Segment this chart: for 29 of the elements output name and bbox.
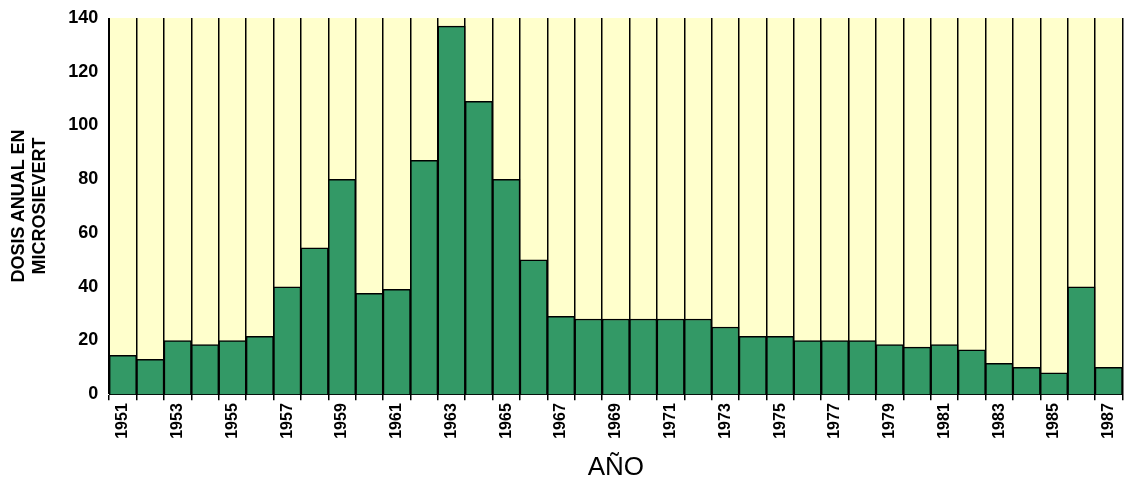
y-axis-title: DOSIS ANUAL EN MICROSIEVERT <box>7 129 50 283</box>
x-tick-label: 1987 <box>1099 403 1117 439</box>
x-tick-label: 1961 <box>387 403 405 439</box>
x-tick-label: 1983 <box>989 403 1007 439</box>
x-tick-label: 1971 <box>661 403 679 439</box>
x-tick-label: 1965 <box>496 403 514 439</box>
x-tick-label: 1967 <box>551 403 569 439</box>
x-tick-label: 1951 <box>113 403 131 439</box>
y-tick-label: 20 <box>78 329 99 350</box>
y-tick-label: 40 <box>78 275 99 296</box>
x-tick-label: 1975 <box>770 403 788 439</box>
x-tick-label: 1977 <box>825 403 843 439</box>
x-tick-label: 1957 <box>277 403 295 439</box>
y-tick-label: 120 <box>68 60 99 81</box>
y-tick-label: 80 <box>78 168 99 189</box>
x-tick-label: 1985 <box>1044 403 1062 439</box>
x-tick-label: 1969 <box>606 403 624 439</box>
x-tick-label: 1953 <box>168 403 186 439</box>
x-axis-title: AÑO <box>587 450 645 481</box>
x-tick-label: 1973 <box>715 403 733 439</box>
y-tick-label: 140 <box>68 6 99 27</box>
y-tick-label: 0 <box>88 383 99 404</box>
x-tick-label: 1963 <box>441 403 459 439</box>
x-tick-label: 1959 <box>332 403 350 439</box>
x-tick-label: 1955 <box>222 403 240 439</box>
y-tick-label: 60 <box>78 221 99 242</box>
y-tick-label: 100 <box>68 114 99 135</box>
x-tick-label: 1981 <box>934 403 952 439</box>
x-tick-label: 1979 <box>880 403 898 439</box>
